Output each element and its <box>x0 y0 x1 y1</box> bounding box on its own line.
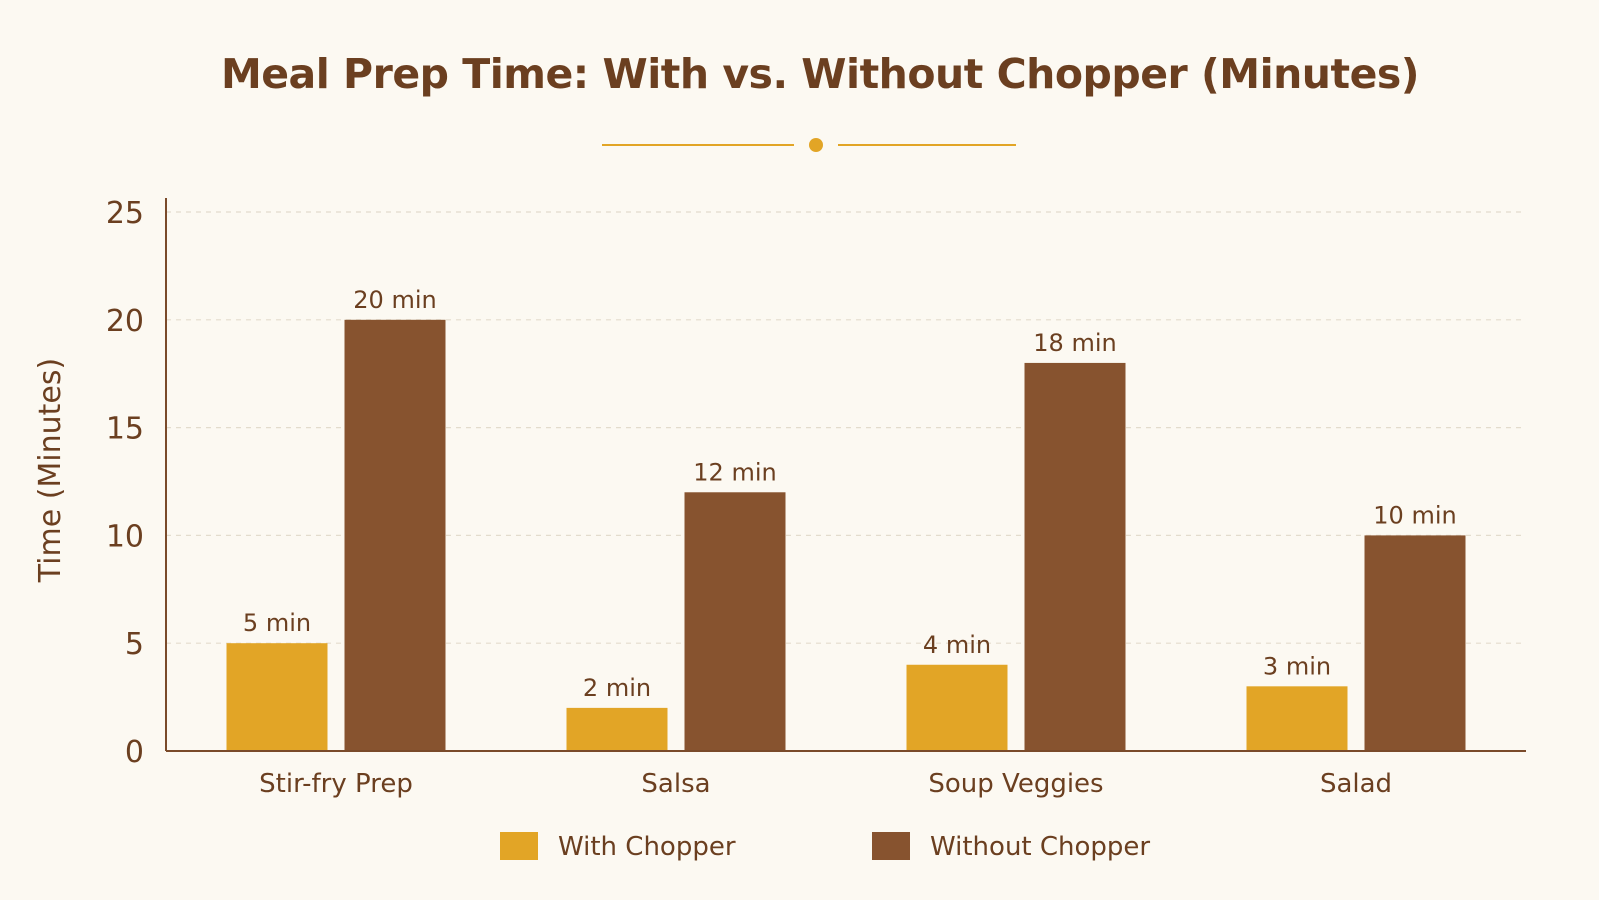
x-tick-salad: Salad <box>1320 769 1392 799</box>
data-label-without-chopper-soup-veggies: 18 min <box>1033 329 1116 357</box>
data-label-without-chopper-stir-fry-prep: 20 min <box>353 286 436 314</box>
x-tick-stir-fry-prep: Stir-fry Prep <box>259 769 413 799</box>
x-tick-soup-veggies: Soup Veggies <box>928 769 1103 799</box>
y-axis-label: Time (Minutes) <box>33 358 68 583</box>
data-label-with-chopper-salsa: 2 min <box>583 674 651 702</box>
data-label-with-chopper-soup-veggies: 4 min <box>923 631 991 659</box>
data-label-with-chopper-stir-fry-prep: 5 min <box>243 609 311 637</box>
legend-label-without-chopper: Without Chopper <box>930 832 1151 862</box>
data-label-without-chopper-salad: 10 min <box>1373 501 1456 529</box>
axes <box>165 198 1526 752</box>
bar-without-chopper-salsa <box>684 492 786 751</box>
data-label-with-chopper-salad: 3 min <box>1263 652 1331 680</box>
bar-without-chopper-salad <box>1364 535 1466 751</box>
bar-with-chopper-salad <box>1246 686 1348 751</box>
bar-with-chopper-stir-fry-prep <box>226 643 328 751</box>
chart-title: Meal Prep Time: With vs. Without Chopper… <box>220 50 1420 98</box>
legend-swatch-without-chopper <box>872 832 910 860</box>
x-tick-salsa: Salsa <box>641 769 710 799</box>
y-tick-10: 10 <box>106 519 144 554</box>
y-tick-20: 20 <box>106 304 144 339</box>
y-tick-labels: 0 5 10 15 20 25 <box>106 196 144 770</box>
y-tick-0: 0 <box>125 735 144 770</box>
grid-lines <box>166 211 1526 644</box>
data-labels: 5 min 20 min 2 min 12 min 4 min 18 min 3 min 10… <box>243 286 1457 702</box>
legend: With Chopper Without Chopper <box>0 832 1599 872</box>
y-tick-15: 15 <box>106 412 144 447</box>
y-tick-25: 25 <box>106 196 144 231</box>
divider-dot <box>809 138 823 152</box>
bar-without-chopper-soup-veggies <box>1024 362 1126 751</box>
x-tick-labels: Stir-fry Prep Salsa Soup Veggies Salad <box>259 769 1392 799</box>
title-divider <box>602 138 1016 152</box>
y-tick-5: 5 <box>125 627 144 662</box>
bar-with-chopper-soup-veggies <box>906 664 1008 751</box>
bar-with-chopper-salsa <box>566 707 668 751</box>
data-label-without-chopper-salsa: 12 min <box>693 458 776 486</box>
bars <box>226 319 1466 751</box>
bar-without-chopper-stir-fry-prep <box>344 319 446 751</box>
legend-label-with-chopper: With Chopper <box>558 832 736 862</box>
legend-swatch-with-chopper <box>500 832 538 860</box>
